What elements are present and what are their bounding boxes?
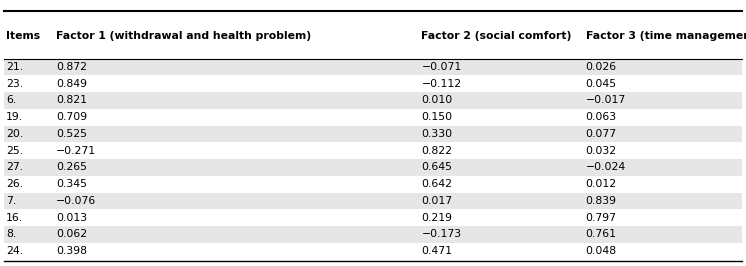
- Text: 0.797: 0.797: [586, 213, 617, 223]
- FancyBboxPatch shape: [4, 59, 742, 75]
- Text: 0.010: 0.010: [421, 95, 453, 105]
- Text: −0.017: −0.017: [586, 95, 626, 105]
- Text: 0.822: 0.822: [421, 146, 453, 156]
- Text: −0.071: −0.071: [421, 62, 462, 72]
- FancyBboxPatch shape: [4, 126, 742, 142]
- Text: Factor 1 (withdrawal and health problem): Factor 1 (withdrawal and health problem): [56, 31, 311, 41]
- Text: 24.: 24.: [6, 246, 23, 256]
- Text: 0.330: 0.330: [421, 129, 453, 139]
- Text: 0.026: 0.026: [586, 62, 617, 72]
- Text: 0.032: 0.032: [586, 146, 617, 156]
- FancyBboxPatch shape: [4, 159, 742, 176]
- FancyBboxPatch shape: [4, 92, 742, 109]
- Text: 0.077: 0.077: [586, 129, 617, 139]
- FancyBboxPatch shape: [4, 226, 742, 243]
- FancyBboxPatch shape: [4, 193, 742, 209]
- Text: 0.849: 0.849: [56, 79, 87, 89]
- Text: 0.872: 0.872: [56, 62, 87, 72]
- Text: 0.265: 0.265: [56, 163, 87, 172]
- Text: 7.: 7.: [6, 196, 16, 206]
- Text: 0.345: 0.345: [56, 179, 87, 189]
- Text: 0.219: 0.219: [421, 213, 453, 223]
- Text: −0.173: −0.173: [421, 230, 462, 239]
- Text: 0.709: 0.709: [56, 112, 87, 122]
- Text: 0.048: 0.048: [586, 246, 617, 256]
- FancyBboxPatch shape: [4, 75, 742, 92]
- Text: 0.821: 0.821: [56, 95, 87, 105]
- Text: 0.471: 0.471: [421, 246, 453, 256]
- Text: 8.: 8.: [6, 230, 16, 239]
- Text: 0.013: 0.013: [56, 213, 87, 223]
- Text: 0.150: 0.150: [421, 112, 453, 122]
- Text: 0.045: 0.045: [586, 79, 617, 89]
- FancyBboxPatch shape: [4, 243, 742, 260]
- Text: Factor 2 (social comfort): Factor 2 (social comfort): [421, 31, 572, 41]
- Text: −0.076: −0.076: [56, 196, 96, 206]
- FancyBboxPatch shape: [4, 176, 742, 193]
- Text: 0.398: 0.398: [56, 246, 87, 256]
- Text: 0.645: 0.645: [421, 163, 453, 172]
- FancyBboxPatch shape: [4, 209, 742, 226]
- Text: 19.: 19.: [6, 112, 23, 122]
- Text: 0.012: 0.012: [586, 179, 617, 189]
- FancyBboxPatch shape: [4, 142, 742, 159]
- Text: 25.: 25.: [6, 146, 23, 156]
- Text: 26.: 26.: [6, 179, 23, 189]
- Text: 6.: 6.: [6, 95, 16, 105]
- Text: 16.: 16.: [6, 213, 23, 223]
- Text: Factor 3 (time management and performance): Factor 3 (time management and performanc…: [586, 31, 746, 41]
- Text: 0.525: 0.525: [56, 129, 87, 139]
- Text: 21.: 21.: [6, 62, 23, 72]
- Text: 0.642: 0.642: [421, 179, 453, 189]
- Text: 0.062: 0.062: [56, 230, 87, 239]
- Text: 0.063: 0.063: [586, 112, 617, 122]
- Text: 20.: 20.: [6, 129, 23, 139]
- Text: 0.839: 0.839: [586, 196, 617, 206]
- Text: 23.: 23.: [6, 79, 23, 89]
- Text: −0.112: −0.112: [421, 79, 462, 89]
- Text: −0.271: −0.271: [56, 146, 96, 156]
- FancyBboxPatch shape: [4, 109, 742, 126]
- Text: 0.017: 0.017: [421, 196, 453, 206]
- Text: −0.024: −0.024: [586, 163, 626, 172]
- Text: 0.761: 0.761: [586, 230, 617, 239]
- Text: 27.: 27.: [6, 163, 23, 172]
- Text: Items: Items: [6, 31, 40, 41]
